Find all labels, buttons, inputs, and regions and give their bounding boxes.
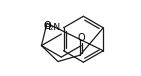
Text: O: O [78,33,85,43]
Text: H₂N: H₂N [43,23,60,32]
Text: O: O [44,21,51,31]
